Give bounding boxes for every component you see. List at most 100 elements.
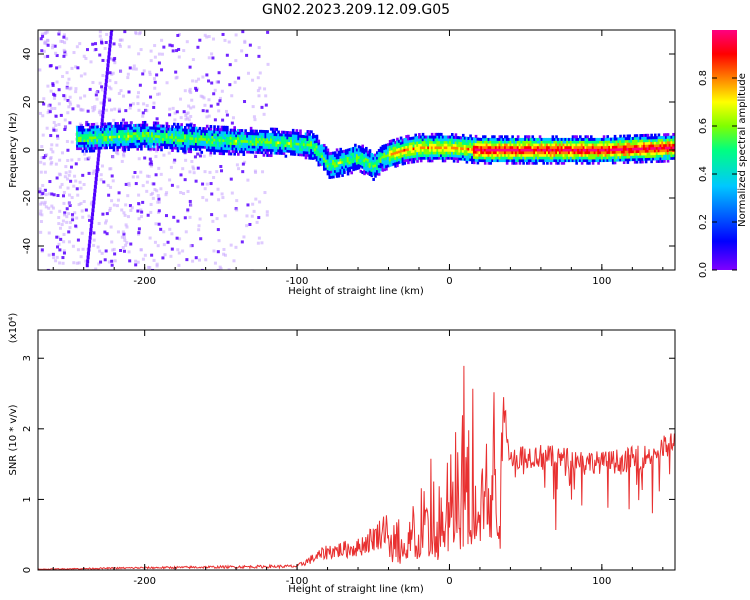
heatmap-cell: [416, 149, 419, 153]
heatmap-cell: [301, 145, 304, 149]
heatmap-cell: [264, 148, 268, 152]
heatmap-cell: [608, 158, 611, 162]
heatmap-cell: [273, 151, 277, 155]
heatmap-cell: [205, 73, 209, 77]
heatmap-cell: [628, 158, 631, 162]
heatmap-cell: [430, 135, 434, 139]
heatmap-cell: [610, 156, 613, 160]
heatmap-cell: [317, 150, 321, 154]
heatmap-cell: [419, 148, 423, 152]
heatmap-cell: [279, 143, 282, 147]
heatmap-cell: [246, 142, 249, 146]
heatmap-cell: [299, 150, 302, 154]
heatmap-cell: [196, 129, 200, 133]
heatmap-cell: [392, 157, 396, 161]
heatmap-cell: [544, 137, 547, 141]
heatmap-cell: [418, 140, 421, 144]
heatmap-cell: [589, 156, 593, 160]
heatmap-cell: [156, 148, 160, 152]
heatmap-cell: [496, 156, 500, 160]
heatmap-cell: [315, 153, 319, 157]
heatmap-cell: [76, 144, 79, 148]
heatmap-cell: [374, 156, 377, 160]
heatmap-cell: [121, 145, 125, 149]
heatmap-cell: [202, 143, 205, 147]
heatmap-cell: [573, 137, 577, 141]
heatmap-cell: [644, 147, 648, 151]
heatmap-cell: [419, 138, 423, 142]
x-tick-label: -200: [133, 576, 156, 587]
heatmap-cell: [209, 146, 213, 150]
heatmap-cell: [344, 167, 348, 171]
heatmap-cell: [474, 142, 478, 146]
heatmap-cell: [357, 145, 361, 149]
heatmap-cell: [520, 140, 524, 144]
heatmap-cell: [540, 156, 544, 160]
heatmap-cell: [531, 140, 535, 144]
heatmap-cell: [77, 136, 81, 140]
heatmap-cell: [222, 144, 225, 148]
heatmap-cell: [619, 134, 622, 138]
heatmap-cell: [132, 64, 136, 68]
heatmap-cell: [471, 139, 474, 143]
heatmap-cell: [595, 159, 599, 163]
heatmap-cell: [385, 162, 388, 166]
heatmap-cell: [189, 144, 193, 148]
heatmap-cell: [237, 144, 240, 148]
heatmap-cell: [275, 151, 279, 155]
heatmap-cell: [240, 129, 244, 133]
heatmap-cell: [196, 166, 200, 170]
heatmap-cell: [321, 152, 324, 156]
heatmap-cell: [429, 151, 432, 155]
heatmap-cell: [122, 232, 126, 236]
heatmap-cell: [196, 152, 200, 156]
heatmap-cell: [668, 141, 672, 145]
heatmap-cell: [361, 157, 364, 161]
heatmap-cell: [105, 146, 108, 150]
heatmap-cell: [630, 147, 633, 151]
heatmap-cell: [91, 80, 95, 84]
heatmap-cell: [511, 156, 514, 160]
heatmap-cell: [381, 144, 385, 148]
heatmap-cell: [324, 151, 328, 155]
heatmap-cell: [414, 146, 418, 150]
heatmap-cell: [397, 145, 401, 149]
heatmap-cell: [196, 145, 200, 149]
heatmap-cell: [242, 145, 246, 149]
heatmap-cell: [425, 146, 428, 150]
heatmap-cell: [664, 143, 668, 147]
heatmap-cell: [454, 154, 458, 158]
heatmap-cell: [136, 123, 140, 127]
heatmap-cell: [94, 90, 98, 94]
heatmap-cell: [571, 140, 575, 144]
heatmap-cell: [372, 172, 375, 176]
heatmap-cell: [509, 153, 513, 157]
heatmap-cell: [123, 134, 127, 138]
heatmap-cell: [566, 148, 569, 152]
heatmap-cell: [514, 143, 518, 147]
heatmap-cell: [46, 84, 50, 88]
heatmap-cell: [540, 137, 544, 141]
heatmap-cell: [306, 153, 310, 157]
heatmap-cell: [599, 143, 602, 147]
heatmap-cell: [434, 143, 438, 147]
heatmap-cell: [99, 38, 103, 42]
heatmap-cell: [110, 145, 114, 149]
heatmap-cell: [224, 131, 227, 135]
heatmap-cell: [397, 158, 401, 162]
heatmap-cell: [103, 141, 107, 144]
heatmap-cell: [260, 143, 264, 147]
heatmap-cell: [205, 109, 209, 113]
heatmap-cell: [105, 212, 109, 216]
heatmap-cell: [330, 162, 333, 166]
heatmap-cell: [99, 101, 103, 105]
heatmap-cell: [234, 245, 238, 249]
heatmap-cell: [573, 135, 577, 139]
heatmap-cell: [432, 143, 436, 147]
heatmap-cell: [96, 130, 99, 134]
heatmap-cell: [125, 225, 129, 229]
heatmap-cell: [218, 133, 222, 137]
heatmap-cell: [628, 137, 631, 141]
heatmap-cell: [186, 111, 190, 115]
heatmap-cell: [650, 154, 653, 158]
